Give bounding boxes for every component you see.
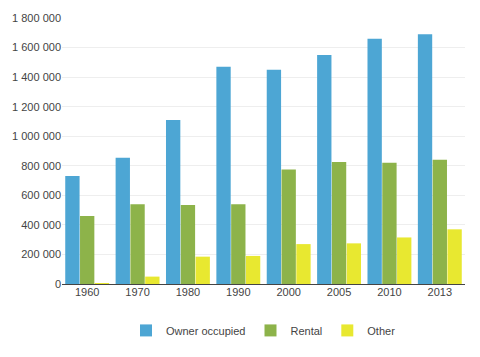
svg-text:1 400 000: 1 400 000 bbox=[12, 71, 61, 83]
svg-text:Rental: Rental bbox=[291, 325, 323, 337]
svg-text:2013: 2013 bbox=[428, 286, 452, 298]
svg-text:Other: Other bbox=[367, 325, 395, 337]
svg-text:Owner occupied: Owner occupied bbox=[166, 325, 246, 337]
svg-text:2000: 2000 bbox=[276, 286, 300, 298]
svg-text:800 000: 800 000 bbox=[21, 160, 61, 172]
svg-text:1 000 000: 1 000 000 bbox=[12, 130, 61, 142]
svg-text:600 000: 600 000 bbox=[21, 189, 61, 201]
svg-text:1990: 1990 bbox=[226, 286, 250, 298]
svg-text:400 000: 400 000 bbox=[21, 219, 61, 231]
svg-text:200 000: 200 000 bbox=[21, 248, 61, 260]
svg-text:2010: 2010 bbox=[377, 286, 401, 298]
svg-text:1 200 000: 1 200 000 bbox=[12, 101, 61, 113]
svg-text:1980: 1980 bbox=[176, 286, 200, 298]
svg-text:1 600 000: 1 600 000 bbox=[12, 41, 61, 53]
svg-text:1 800 000: 1 800 000 bbox=[12, 12, 61, 24]
svg-text:2005: 2005 bbox=[327, 286, 351, 298]
svg-text:1960: 1960 bbox=[75, 286, 99, 298]
svg-text:1970: 1970 bbox=[125, 286, 149, 298]
svg-text:0: 0 bbox=[55, 278, 61, 290]
